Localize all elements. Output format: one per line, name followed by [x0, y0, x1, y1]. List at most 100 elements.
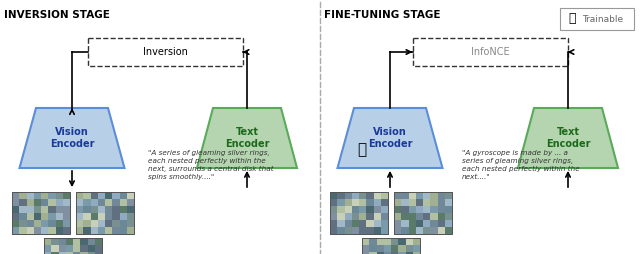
FancyBboxPatch shape	[19, 199, 26, 206]
FancyBboxPatch shape	[41, 227, 48, 234]
Text: FINE-TUNING STAGE: FINE-TUNING STAGE	[324, 10, 440, 20]
FancyBboxPatch shape	[359, 213, 366, 220]
FancyBboxPatch shape	[90, 227, 98, 234]
FancyBboxPatch shape	[105, 220, 112, 227]
FancyBboxPatch shape	[34, 227, 41, 234]
FancyBboxPatch shape	[76, 220, 83, 227]
FancyBboxPatch shape	[362, 252, 369, 254]
FancyBboxPatch shape	[337, 220, 344, 227]
FancyBboxPatch shape	[41, 220, 48, 227]
FancyBboxPatch shape	[391, 252, 398, 254]
FancyBboxPatch shape	[374, 220, 381, 227]
FancyBboxPatch shape	[438, 213, 445, 220]
FancyBboxPatch shape	[98, 192, 105, 199]
FancyBboxPatch shape	[430, 220, 438, 227]
FancyBboxPatch shape	[120, 192, 127, 199]
FancyBboxPatch shape	[445, 206, 452, 213]
FancyBboxPatch shape	[337, 206, 344, 213]
FancyBboxPatch shape	[95, 245, 102, 252]
FancyBboxPatch shape	[19, 227, 26, 234]
FancyBboxPatch shape	[63, 206, 70, 213]
FancyBboxPatch shape	[90, 220, 98, 227]
FancyBboxPatch shape	[98, 227, 105, 234]
FancyBboxPatch shape	[80, 252, 88, 254]
FancyBboxPatch shape	[352, 220, 359, 227]
FancyBboxPatch shape	[12, 227, 19, 234]
FancyBboxPatch shape	[394, 227, 401, 234]
FancyBboxPatch shape	[66, 245, 73, 252]
FancyBboxPatch shape	[430, 206, 438, 213]
FancyBboxPatch shape	[381, 227, 388, 234]
FancyBboxPatch shape	[366, 192, 374, 199]
FancyBboxPatch shape	[423, 199, 430, 206]
FancyBboxPatch shape	[445, 213, 452, 220]
Text: 🔥: 🔥	[568, 12, 576, 25]
FancyBboxPatch shape	[330, 192, 337, 199]
FancyBboxPatch shape	[376, 252, 384, 254]
FancyBboxPatch shape	[438, 206, 445, 213]
FancyBboxPatch shape	[127, 206, 134, 213]
FancyBboxPatch shape	[41, 199, 48, 206]
FancyBboxPatch shape	[26, 213, 34, 220]
FancyBboxPatch shape	[381, 213, 388, 220]
Text: Inversion: Inversion	[143, 47, 188, 57]
FancyBboxPatch shape	[58, 252, 66, 254]
FancyBboxPatch shape	[423, 206, 430, 213]
FancyBboxPatch shape	[12, 199, 19, 206]
FancyBboxPatch shape	[112, 206, 120, 213]
FancyBboxPatch shape	[76, 199, 83, 206]
FancyBboxPatch shape	[26, 199, 34, 206]
FancyBboxPatch shape	[344, 192, 352, 199]
FancyBboxPatch shape	[34, 199, 41, 206]
FancyBboxPatch shape	[359, 220, 366, 227]
FancyBboxPatch shape	[98, 213, 105, 220]
FancyBboxPatch shape	[445, 227, 452, 234]
FancyBboxPatch shape	[344, 206, 352, 213]
FancyBboxPatch shape	[362, 245, 369, 252]
FancyBboxPatch shape	[408, 206, 416, 213]
FancyBboxPatch shape	[438, 192, 445, 199]
FancyBboxPatch shape	[127, 199, 134, 206]
FancyBboxPatch shape	[105, 199, 112, 206]
FancyBboxPatch shape	[73, 252, 80, 254]
FancyBboxPatch shape	[381, 220, 388, 227]
FancyBboxPatch shape	[105, 213, 112, 220]
FancyBboxPatch shape	[337, 192, 344, 199]
FancyBboxPatch shape	[88, 38, 243, 66]
Text: Vision
Encoder: Vision Encoder	[368, 127, 412, 149]
FancyBboxPatch shape	[112, 192, 120, 199]
FancyBboxPatch shape	[406, 245, 413, 252]
FancyBboxPatch shape	[416, 199, 423, 206]
FancyBboxPatch shape	[44, 252, 51, 254]
FancyBboxPatch shape	[120, 199, 127, 206]
FancyBboxPatch shape	[83, 213, 90, 220]
FancyBboxPatch shape	[12, 213, 19, 220]
Text: Text
Encoder: Text Encoder	[225, 127, 269, 149]
FancyBboxPatch shape	[112, 213, 120, 220]
FancyBboxPatch shape	[19, 192, 26, 199]
FancyBboxPatch shape	[408, 199, 416, 206]
FancyBboxPatch shape	[76, 213, 83, 220]
FancyBboxPatch shape	[12, 206, 19, 213]
FancyBboxPatch shape	[41, 206, 48, 213]
FancyBboxPatch shape	[401, 213, 408, 220]
FancyBboxPatch shape	[381, 192, 388, 199]
FancyBboxPatch shape	[413, 38, 568, 66]
FancyBboxPatch shape	[63, 213, 70, 220]
FancyBboxPatch shape	[381, 206, 388, 213]
FancyBboxPatch shape	[406, 252, 413, 254]
FancyBboxPatch shape	[445, 220, 452, 227]
FancyBboxPatch shape	[398, 252, 406, 254]
FancyBboxPatch shape	[438, 199, 445, 206]
Polygon shape	[337, 108, 442, 168]
FancyBboxPatch shape	[560, 8, 634, 30]
Polygon shape	[518, 108, 618, 168]
FancyBboxPatch shape	[26, 220, 34, 227]
FancyBboxPatch shape	[41, 192, 48, 199]
FancyBboxPatch shape	[330, 192, 388, 234]
FancyBboxPatch shape	[120, 220, 127, 227]
FancyBboxPatch shape	[406, 238, 413, 245]
FancyBboxPatch shape	[26, 206, 34, 213]
FancyBboxPatch shape	[366, 206, 374, 213]
FancyBboxPatch shape	[83, 220, 90, 227]
